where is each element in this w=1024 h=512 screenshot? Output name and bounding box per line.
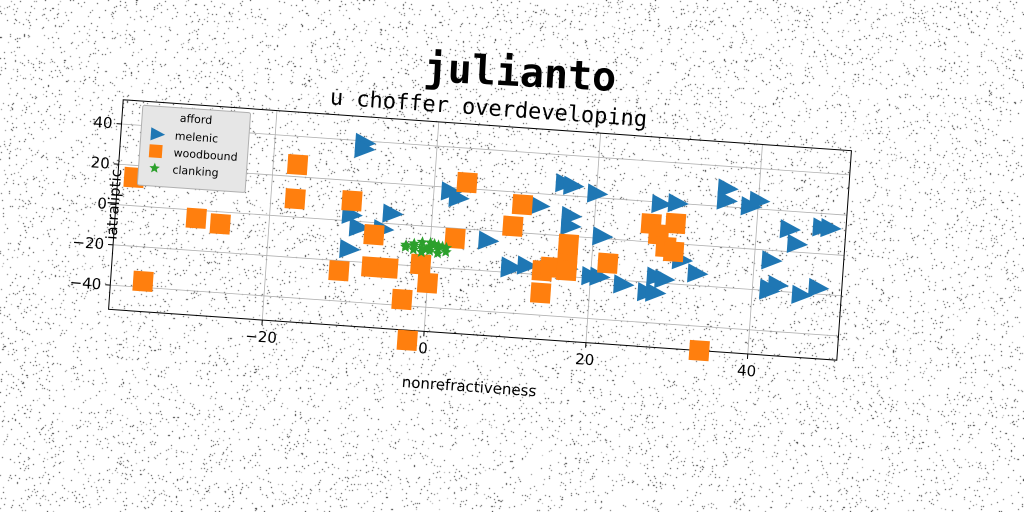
point-woodbound xyxy=(456,171,478,194)
point-woodbound xyxy=(502,215,524,237)
point-melenic xyxy=(786,233,809,253)
point-woodbound xyxy=(396,329,418,351)
x-axis-label: nonrefractiveness xyxy=(401,373,537,400)
point-melenic xyxy=(339,238,361,259)
point-clanking xyxy=(436,240,449,252)
point-melenic xyxy=(500,258,522,278)
point-woodbound xyxy=(341,190,363,212)
point-woodbound xyxy=(132,270,154,293)
point-melenic xyxy=(589,266,611,286)
point-woodbound xyxy=(363,224,385,246)
point-melenic xyxy=(354,138,376,158)
series-woodbound xyxy=(123,153,710,362)
point-melenic xyxy=(592,226,614,246)
point-clanking xyxy=(440,245,452,257)
data-marks xyxy=(123,132,842,362)
point-clanking xyxy=(420,243,432,255)
x-tick-label: −20 xyxy=(245,327,278,347)
legend-box xyxy=(136,104,251,193)
point-melenic xyxy=(529,195,551,215)
y-tick-label: −20 xyxy=(72,233,105,253)
point-melenic xyxy=(717,178,739,198)
point-clanking xyxy=(432,247,444,259)
y-tick-label: −40 xyxy=(69,273,102,293)
point-melenic xyxy=(586,183,609,203)
point-melenic xyxy=(448,187,470,208)
legend-marker-clanking xyxy=(149,162,160,173)
point-woodbound xyxy=(557,233,580,255)
point-melenic xyxy=(807,277,830,297)
y-tick-label: 20 xyxy=(90,153,110,172)
point-woodbound xyxy=(410,253,432,275)
point-melenic xyxy=(348,217,371,237)
point-woodbound xyxy=(328,260,350,282)
point-woodbound xyxy=(286,153,309,176)
y-axis-label: iatraliptic xyxy=(102,168,125,240)
legend-title: afford xyxy=(179,112,212,127)
point-melenic xyxy=(516,255,539,275)
y-gridline xyxy=(110,284,839,337)
legend-marker-melenic xyxy=(150,127,166,141)
point-melenic xyxy=(477,230,500,250)
point-melenic xyxy=(749,190,771,210)
point-melenic xyxy=(759,280,781,300)
point-woodbound xyxy=(209,213,231,235)
point-melenic xyxy=(820,217,842,238)
point-woodbound xyxy=(664,212,687,235)
point-melenic xyxy=(716,190,738,210)
point-clanking xyxy=(416,236,429,248)
point-woodbound xyxy=(185,207,207,229)
point-melenic xyxy=(560,205,583,226)
point-melenic xyxy=(651,193,673,214)
point-woodbound xyxy=(539,256,562,278)
point-woodbound xyxy=(597,252,619,274)
point-woodbound xyxy=(284,188,306,210)
point-clanking xyxy=(408,239,420,251)
y-gridline xyxy=(115,204,845,256)
point-melenic xyxy=(667,193,689,213)
point-melenic xyxy=(613,274,635,294)
point-melenic xyxy=(779,219,801,239)
point-melenic xyxy=(563,175,585,195)
point-melenic xyxy=(791,284,813,304)
point-woodbound xyxy=(377,257,399,279)
point-melenic xyxy=(645,282,667,302)
point-melenic xyxy=(687,263,709,283)
y-tick-label: 40 xyxy=(93,113,113,132)
series-clanking xyxy=(400,236,453,259)
legend-label-melenic: melenic xyxy=(174,129,218,145)
legend-marker-woodbound xyxy=(148,144,163,159)
point-melenic xyxy=(654,269,676,289)
point-woodbound xyxy=(391,288,413,311)
y-tick-label: 0 xyxy=(97,194,108,213)
point-woodbound xyxy=(444,227,466,250)
x-tick-label: 20 xyxy=(575,350,595,369)
x-tick-label: 40 xyxy=(736,361,756,380)
point-clanking xyxy=(415,246,428,258)
x-tick-label: 0 xyxy=(418,339,429,358)
point-woodbound xyxy=(529,282,552,304)
legend-label-woodbound: woodbound xyxy=(173,146,238,163)
point-melenic xyxy=(382,203,404,223)
legend-label-clanking: clanking xyxy=(172,163,219,179)
point-woodbound xyxy=(662,240,685,263)
point-woodbound xyxy=(511,193,534,216)
point-woodbound xyxy=(555,259,578,282)
point-clanking xyxy=(428,238,441,250)
point-woodbound xyxy=(361,256,383,278)
point-clanking xyxy=(400,241,412,253)
y-gridline xyxy=(113,244,842,297)
series-melenic xyxy=(339,132,842,304)
point-clanking xyxy=(408,243,420,255)
point-melenic xyxy=(761,250,783,270)
point-woodbound xyxy=(416,272,439,294)
point-woodbound xyxy=(688,339,710,362)
